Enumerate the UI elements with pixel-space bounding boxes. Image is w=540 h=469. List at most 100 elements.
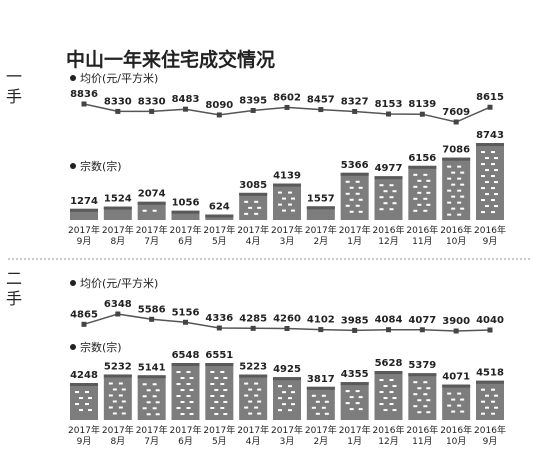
- new-count-bar-pattern: [355, 204, 360, 207]
- resale-count-bar-body: [442, 384, 471, 420]
- section-label-resale-char-2: 手: [6, 289, 22, 308]
- resale-count-bar-pattern: [146, 413, 151, 416]
- resale-count-bar-pattern: [257, 400, 262, 403]
- new-count-bar-pattern: [349, 186, 354, 189]
- resale-count-bar-cap: [70, 383, 98, 387]
- new-count-tick-label: 6月: [178, 236, 193, 247]
- resale-count-bar-pattern: [180, 413, 185, 416]
- new-count-bar-pattern: [447, 213, 452, 216]
- resale-count-bar-pattern: [315, 400, 320, 403]
- new-count-bar-pattern: [457, 201, 462, 204]
- new-count-bar-cap: [340, 172, 369, 176]
- resale-count-bar-pattern: [379, 403, 384, 406]
- resale-count-bar-body: [70, 383, 98, 420]
- resale-count-bar-pattern: [413, 393, 418, 396]
- resale-count-bar-pattern: [155, 389, 160, 392]
- resale-count-bar-pattern: [189, 389, 194, 392]
- resale-count-bar-pattern: [186, 383, 191, 386]
- resale-count-bar-pattern: [349, 396, 354, 399]
- resale-price-point: [453, 328, 459, 334]
- line-legend-new-label: 均价(元/平方米): [80, 71, 158, 85]
- new-count-tick-label: 2月: [313, 236, 328, 247]
- new-count-tick-label: 2017年: [305, 224, 337, 236]
- new-count-bar-pattern: [447, 201, 452, 204]
- resale-count-tick-label: 2017年: [237, 424, 269, 436]
- resale-count-bar-pattern: [79, 409, 83, 412]
- new-count-bar-pattern: [278, 203, 282, 206]
- resale-price-point: [216, 325, 222, 331]
- resale-count-bar-pattern: [413, 405, 418, 408]
- new-count-bar-pattern: [491, 199, 495, 202]
- resale-count-bar-pattern: [288, 409, 292, 412]
- new-count-bar-cap: [171, 210, 200, 214]
- new-count-bar: [442, 157, 471, 220]
- resale-count-bar: [374, 371, 403, 420]
- resale-count-bar-pattern: [383, 409, 388, 412]
- resale-count-tick-label: 2017年: [271, 424, 303, 436]
- resale-count-data-label: 5379: [408, 360, 436, 371]
- new-count-tick-label: 2017年: [102, 224, 134, 236]
- new-count-bar-pattern: [485, 157, 489, 160]
- new-count-data-label: 3085: [239, 180, 267, 191]
- new-count-bar: [171, 210, 200, 220]
- resale-count-bar-pattern: [379, 391, 384, 394]
- resale-count-tick-label: 8月: [110, 436, 125, 447]
- resale-count-bar-pattern: [85, 391, 89, 394]
- resale-price-data-label: 4336: [205, 313, 233, 324]
- resale-count-bar-pattern: [214, 389, 219, 392]
- resale-count-tick-label: 4月: [246, 436, 261, 447]
- resale-count-bar-pattern: [491, 388, 495, 391]
- resale-count-bar-body: [306, 386, 335, 420]
- new-count-bar-cap: [273, 183, 301, 187]
- new-price-point: [419, 111, 425, 117]
- new-count-tick-label: 9月: [483, 236, 498, 247]
- new-count-tick-label: 2017年: [170, 224, 202, 236]
- new-count-bar-body: [306, 206, 335, 220]
- resale-count-bar-pattern: [118, 406, 123, 409]
- resale-count-bar-pattern: [112, 388, 117, 391]
- new-count-bar-pattern: [345, 192, 350, 195]
- new-count-bar-pattern: [451, 195, 456, 198]
- resale-count-bar-pattern: [108, 394, 113, 397]
- resale-count-bar-pattern: [248, 388, 253, 391]
- resale-count-data-label: 4518: [476, 368, 504, 379]
- resale-count-bar-pattern: [278, 385, 282, 388]
- new-price-point: [183, 106, 188, 112]
- resale-count-bar: [273, 377, 301, 420]
- resale-count-tick-label: 2016年: [440, 424, 472, 436]
- new-count-bar-pattern: [491, 163, 495, 166]
- new-count-bar-pattern: [358, 210, 363, 213]
- resale-count-bar-pattern: [254, 394, 259, 397]
- resale-count-bar-body: [171, 363, 200, 420]
- resale-count-bar-pattern: [186, 407, 191, 410]
- new-count-tick-label: 5月: [212, 236, 227, 247]
- line-legend-new: 均价(元/平方米): [70, 71, 158, 85]
- resale-count-bar: [340, 382, 369, 420]
- resale-count-bar-pattern: [311, 394, 316, 397]
- resale-count-bar-pattern: [481, 400, 485, 403]
- resale-count-bar-pattern: [423, 405, 428, 408]
- resale-count-bar-pattern: [389, 403, 394, 406]
- resale-count-bar-body: [273, 377, 301, 420]
- resale-count-bar-pattern: [142, 395, 147, 398]
- resale-count-bar-pattern: [186, 371, 191, 374]
- new-count-tick-label: 2017年: [203, 224, 235, 236]
- resale-count-bar-pattern: [146, 389, 151, 392]
- resale-count-bar-pattern: [152, 407, 157, 410]
- resale-count-bar-pattern: [491, 412, 495, 415]
- resale-price-point: [352, 327, 358, 333]
- section-label-resale: 二 手: [6, 269, 22, 308]
- resale-count-bar-pattern: [358, 396, 363, 399]
- resale-count-bar-pattern: [176, 383, 181, 386]
- chart-title: 中山一年来住宅成交情况: [66, 48, 275, 71]
- resale-count-bar-pattern: [180, 377, 185, 380]
- new-count-tick-label: 10月: [446, 236, 466, 247]
- resale-count-bar-pattern: [257, 412, 262, 415]
- resale-count-bar-pattern: [426, 399, 431, 402]
- resale-count-bar-pattern: [392, 409, 397, 412]
- new-count-bar-pattern: [451, 207, 456, 210]
- new-count-bar-pattern: [288, 203, 292, 206]
- new-count-bar-pattern: [345, 204, 350, 207]
- resale-count-bar-pattern: [451, 410, 456, 413]
- resale-count-bar: [239, 374, 268, 420]
